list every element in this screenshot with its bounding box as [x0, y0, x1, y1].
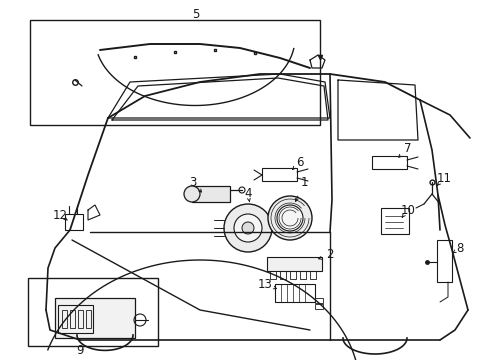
Bar: [289, 271, 295, 279]
Bar: [266, 257, 321, 271]
Bar: [436, 240, 451, 282]
Text: 6: 6: [296, 156, 303, 168]
Bar: [70, 310, 75, 328]
Text: 7: 7: [404, 141, 411, 154]
Text: 12: 12: [52, 208, 67, 221]
Bar: [309, 271, 315, 279]
Bar: [314, 304, 323, 309]
Circle shape: [224, 204, 271, 252]
Bar: [30, 20, 319, 125]
Bar: [314, 298, 323, 303]
Bar: [299, 271, 305, 279]
Bar: [192, 186, 229, 202]
Circle shape: [267, 196, 311, 240]
Text: 5: 5: [192, 8, 199, 21]
Bar: [274, 284, 314, 302]
Text: 13: 13: [257, 278, 272, 291]
Circle shape: [242, 222, 253, 234]
Text: 2: 2: [325, 248, 333, 261]
Text: 3: 3: [189, 176, 196, 189]
Circle shape: [276, 205, 303, 231]
Bar: [280, 271, 285, 279]
Text: 11: 11: [436, 171, 450, 185]
Bar: [28, 278, 158, 346]
Bar: [262, 168, 296, 181]
Text: 1: 1: [300, 176, 307, 189]
Bar: [380, 208, 408, 234]
Bar: [371, 156, 406, 169]
Circle shape: [234, 214, 262, 242]
Bar: [86, 310, 91, 328]
Circle shape: [183, 186, 200, 202]
Text: 9: 9: [76, 343, 83, 356]
Bar: [269, 271, 275, 279]
Bar: [58, 305, 93, 333]
Bar: [65, 214, 83, 230]
Text: 4: 4: [244, 186, 251, 199]
Bar: [78, 310, 83, 328]
Text: 10: 10: [400, 203, 415, 216]
Text: 8: 8: [455, 242, 463, 255]
Bar: [62, 310, 67, 328]
Bar: [55, 298, 135, 338]
